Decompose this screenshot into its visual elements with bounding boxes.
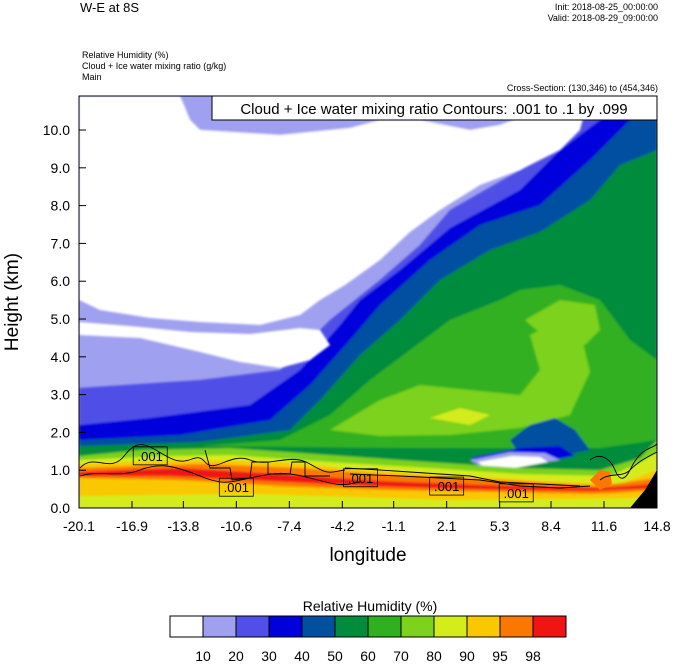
colorbar-level-label: 40 [294,648,310,664]
contour-info-text: Cloud + Ice water mixing ratio Contours:… [240,101,627,118]
contour-label: .001 [138,449,163,464]
rh-hole-dark [510,418,590,456]
colorbar-level-label: 30 [261,648,277,664]
x-axis-title: longitude [329,545,406,566]
colorbar-level-label: 10 [195,648,211,664]
colorbar-swatch [499,615,534,638]
cross-section-label: Cross-Section: (130,346) to (454,346) [506,83,658,93]
field-label-rh: Relative Humidity (%) [82,50,169,60]
rh-boundary-layer-98b [79,468,657,491]
x-tick-label: 5.3 [490,518,510,534]
cloud-contour-a [79,444,346,473]
colorbar-swatch [235,615,270,638]
y-tick-label: 8.0 [51,198,71,214]
y-tick-label: 4.0 [51,349,71,365]
field-label-main: Main [82,72,102,82]
colorbar-level-label: 50 [327,648,343,664]
contour-label: .001 [348,471,373,486]
colorbar-level-label: 20 [228,648,244,664]
init-time: Init: 2018-08-25_00:00:00 [554,2,658,12]
contour-label-box [132,446,168,466]
colorbar-level-label: 95 [492,648,508,664]
cloud-contour-e [349,473,591,489]
rh-surface-moist [79,494,657,508]
cloud-contours [79,440,657,489]
colorbar-swatch [466,615,501,638]
colorbar-level-label: 80 [426,648,442,664]
contour-label-box [498,483,534,503]
y-tick-label: 1.0 [51,462,71,478]
contour-label-box [343,468,378,488]
contour-label: .001 [434,479,459,494]
y-axis-title: Height (km) [2,253,23,351]
x-tick-label: 8.4 [541,518,561,534]
colorbar-swatch [169,615,204,638]
rh-patch-moist-right [590,470,612,490]
y-tick-label: 6.0 [51,273,71,289]
x-tick-label: 2.1 [437,518,457,534]
rh-field [79,96,657,508]
contour-labels: .001 .001 .001 .001 .001 [132,446,534,503]
colorbar-swatch [400,615,435,638]
colorbar-swatch [532,615,567,638]
y-tick-label: 2.0 [51,424,71,440]
rh-dry-layer-lower [79,322,330,368]
colorbar-swatch [202,615,237,638]
rh-patch-terrain [630,470,657,508]
colorbar-title: Relative Humidity (%) [303,598,438,614]
colorbar-swatch [268,615,303,638]
colorbar-swatch [334,615,369,638]
cloud-contour-c [204,449,330,481]
y-axis: 0.0 1.0 2.0 3.0 4.0 5.0 6.0 7.0 8.0 9.0 10.0 [43,122,86,516]
y-tick-label: 0.0 [51,500,71,516]
rh-band-80-upper [525,300,600,345]
x-tick-label: 11.6 [591,518,617,534]
x-tick-label: -16.9 [116,518,148,534]
rh-band-90-mid [430,408,490,425]
x-axis: -20.1 -16.9 -13.8 -10.6 -7.4 -4.2 -1.1 2.1 5.3 8.… [63,501,671,534]
x-tick-label: -13.8 [167,518,199,534]
valid-time: Valid: 2018-08-29_09:00:00 [547,13,658,23]
y-tick-label: 7.0 [51,235,71,251]
colorbar: 10 20 30 40 50 60 70 80 90 95 98 [169,615,567,664]
rh-dry-layer-upper [79,96,585,325]
x-tick-label: -1.1 [382,518,406,534]
colorbar-swatch [301,615,336,638]
x-tick-label: -10.6 [220,518,252,534]
contour-label: .001 [504,486,529,501]
plot-title: W-E at 8S [80,0,140,15]
colorbar-level-label: 60 [360,648,376,664]
y-tick-label: 3.0 [51,387,71,403]
field-label-qcloud: Cloud + Ice water mixing ratio (g/kg) [82,61,227,71]
colorbar-swatch [433,615,468,638]
contour-info-label: Cloud + Ice water mixing ratio Contours:… [211,95,658,121]
rh-band-80-mid [330,320,590,436]
contour-label: .001 [224,480,249,495]
cloud-contour-g [599,451,657,481]
contour-label-box [218,477,254,497]
x-tick-label: -7.4 [277,518,301,534]
y-tick-label: 10.0 [43,122,70,138]
y-tick-label: 9.0 [51,160,71,176]
y-tick-label: 5.0 [51,311,71,327]
colorbar-level-label: 70 [393,648,409,664]
rh-hole-dry [478,456,548,468]
colorbar-level-label: 90 [459,648,475,664]
colorbar-level-label: 98 [525,648,541,664]
contour-label-box [429,476,465,496]
cloud-contour-b [79,465,361,486]
colorbar-swatch [367,615,402,638]
x-tick-label: -20.1 [63,518,95,534]
x-tick-label: 14.8 [643,518,670,534]
x-tick-label: -4.2 [330,518,354,534]
